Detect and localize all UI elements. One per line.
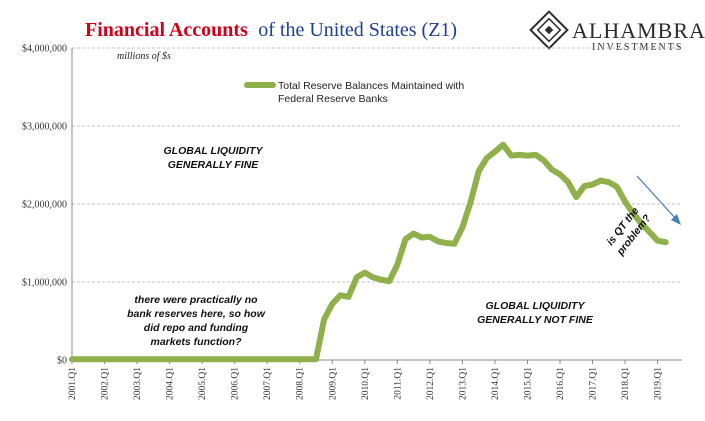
x-tick-label: 2008.Q1 (296, 367, 306, 400)
title-part1: Financial Accounts (85, 19, 248, 41)
arrow-head (671, 214, 681, 225)
y-tick-label: $3,000,000 (22, 122, 67, 133)
annotation-fine-line1: GLOBAL LIQUIDITY (164, 145, 264, 157)
x-tick-label: 2006.Q1 (231, 367, 241, 400)
legend: Total Reserve Balances Maintained with F… (244, 80, 464, 105)
y-axis-ticks: $0 $1,000,000 $2,000,000 $3,000,000 $4,000,0… (22, 44, 67, 367)
y-tick-label: $0 (57, 356, 67, 367)
x-tick-label: 2013.Q1 (458, 367, 468, 400)
x-tick-label: 2019.Q1 (654, 367, 664, 400)
annotation-liquidity-fine: GLOBAL LIQUIDITY GENERALLY FINE (164, 145, 264, 171)
logo-sub: INVESTMENTS (592, 42, 683, 53)
legend-label-line1: Total Reserve Balances Maintained with (278, 80, 464, 92)
x-tick-label: 2010.Q1 (361, 367, 371, 400)
x-tick-label: 2007.Q1 (263, 367, 273, 400)
x-axis-ticks: 2001.Q1 2002.Q1 2003.Q1 2004.Q1 2005.Q1 2006.… (68, 360, 664, 400)
logo-name: ALHAMBRA (572, 18, 705, 43)
alhambra-diamond-logo-icon (529, 10, 569, 50)
trend-arrow (636, 175, 681, 225)
legend-label-line2: Federal Reserve Banks (278, 93, 388, 105)
title-part2: of the United States (Z1) (258, 19, 457, 41)
x-tick-label: 2004.Q1 (166, 367, 176, 400)
annotation-repo-question: there were practically no bank reserves … (127, 294, 266, 348)
y-tick-label: $1,000,000 (22, 278, 67, 289)
arrow-line (636, 175, 677, 220)
x-tick-label: 2002.Q1 (101, 367, 111, 400)
annotation-liquidity-not-fine: GLOBAL LIQUIDITY GENERALLY NOT FINE (477, 300, 594, 326)
y-tick-label: $2,000,000 (22, 200, 67, 211)
annotation-repo-line2: bank reserves here, so how (127, 308, 266, 320)
annotation-not-fine-line2: GENERALLY NOT FINE (477, 314, 594, 326)
x-tick-label: 2018.Q1 (621, 367, 631, 400)
x-tick-label: 2003.Q1 (133, 367, 143, 400)
annotation-repo-line1: there were practically no (134, 294, 258, 306)
x-tick-label: 2015.Q1 (523, 367, 533, 400)
x-tick-label: 2012.Q1 (426, 367, 436, 400)
gridlines (72, 47, 682, 283)
annotation-repo-line4: markets function? (150, 336, 242, 348)
x-tick-label: 2011.Q1 (393, 367, 403, 400)
units-label: millions of $s (117, 51, 171, 62)
series-line (69, 141, 669, 363)
chart-title: Financial Accounts of the United States … (85, 19, 457, 41)
x-tick-label: 2005.Q1 (198, 367, 208, 400)
x-tick-label: 2016.Q1 (556, 367, 566, 400)
series-group (69, 141, 669, 363)
x-tick-label: 2009.Q1 (328, 367, 338, 400)
annotation-repo-line3: did repo and funding (144, 322, 249, 334)
logo: ALHAMBRA INVESTMENTS (529, 10, 705, 53)
annotation-not-fine-line1: GLOBAL LIQUIDITY (486, 300, 586, 312)
y-tick-label: $4,000,000 (22, 44, 67, 55)
x-tick-label: 2014.Q1 (491, 367, 501, 400)
annotation-fine-line2: GENERALLY FINE (168, 159, 260, 171)
x-tick-label: 2001.Q1 (68, 367, 78, 400)
x-tick-label: 2017.Q1 (589, 367, 599, 400)
